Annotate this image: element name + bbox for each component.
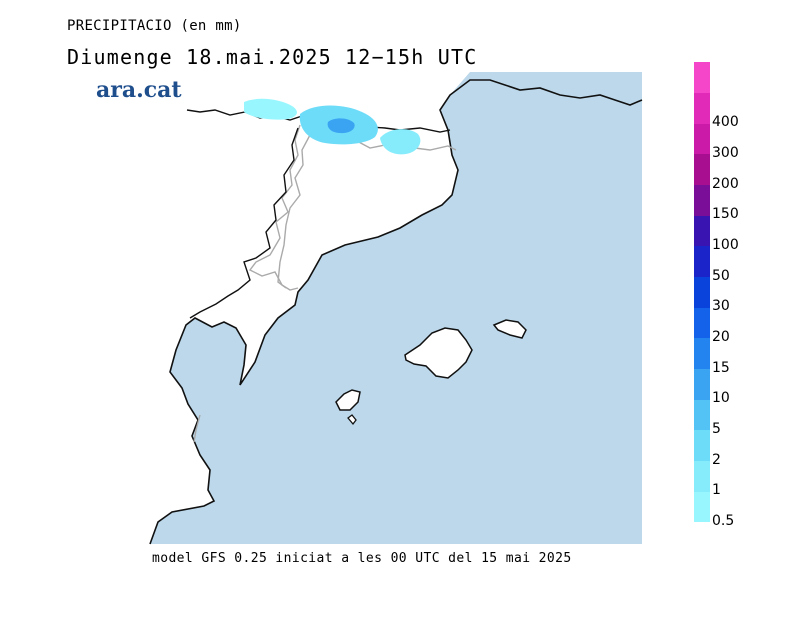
legend-swatch [694, 368, 710, 400]
legend-swatch [694, 62, 710, 94]
legend-swatch [694, 430, 710, 462]
valid-time-title: Diumenge 18.mai.2025 12−15h UTC [67, 45, 478, 69]
legend-label: 150 [712, 206, 739, 223]
internal-border-east [277, 134, 311, 289]
legend-swatch [694, 123, 710, 155]
legend-swatch [694, 460, 710, 492]
internal-border-west [248, 124, 301, 291]
precipitation-legend [694, 62, 710, 523]
island-mallorca [404, 327, 473, 379]
legend-swatch [694, 215, 710, 247]
precip-pirineu-oriental [380, 129, 421, 155]
legend-label: 0.5 [712, 513, 735, 529]
legend-swatch [694, 399, 710, 431]
legend-label: 5 [712, 421, 721, 437]
legend-label: 15 [712, 359, 730, 376]
island-menorca [492, 319, 527, 339]
legend-swatch [694, 246, 710, 278]
western-land-boundary [189, 127, 299, 319]
legend-label: 1 [712, 482, 721, 499]
ara-cat-logo: ara.cat [96, 77, 182, 103]
legend-swatch [694, 276, 710, 308]
legend-label: 300 [712, 145, 739, 161]
legend-swatch [694, 307, 710, 339]
legend-swatch [694, 338, 710, 370]
precip-pirineu-occidental [244, 98, 297, 120]
precip-pirineu-central-nucli [327, 118, 355, 134]
island-formentera [347, 414, 357, 426]
legend-swatch [694, 184, 710, 216]
legend-swatch [694, 92, 710, 124]
legend-label: 200 [712, 175, 739, 192]
internal-border-south [193, 414, 201, 443]
model-info: model GFS 0.25 iniciat a les 00 UTC del … [152, 551, 572, 566]
legend-swatch [694, 154, 710, 186]
legend-label: 50 [712, 267, 730, 284]
legend-label: 2 [712, 451, 721, 468]
legend-label: 400 [712, 114, 739, 131]
legend-swatch [694, 491, 710, 523]
legend-label: 10 [712, 390, 730, 407]
island-eivissa [335, 389, 361, 411]
legend-label: 30 [712, 298, 730, 315]
legend-label: 20 [712, 329, 730, 345]
sea-area [150, 72, 642, 544]
legend-label: 100 [712, 237, 739, 253]
variable-title: PRECIPITACIO (en mm) [67, 18, 242, 34]
coastline [149, 79, 643, 545]
